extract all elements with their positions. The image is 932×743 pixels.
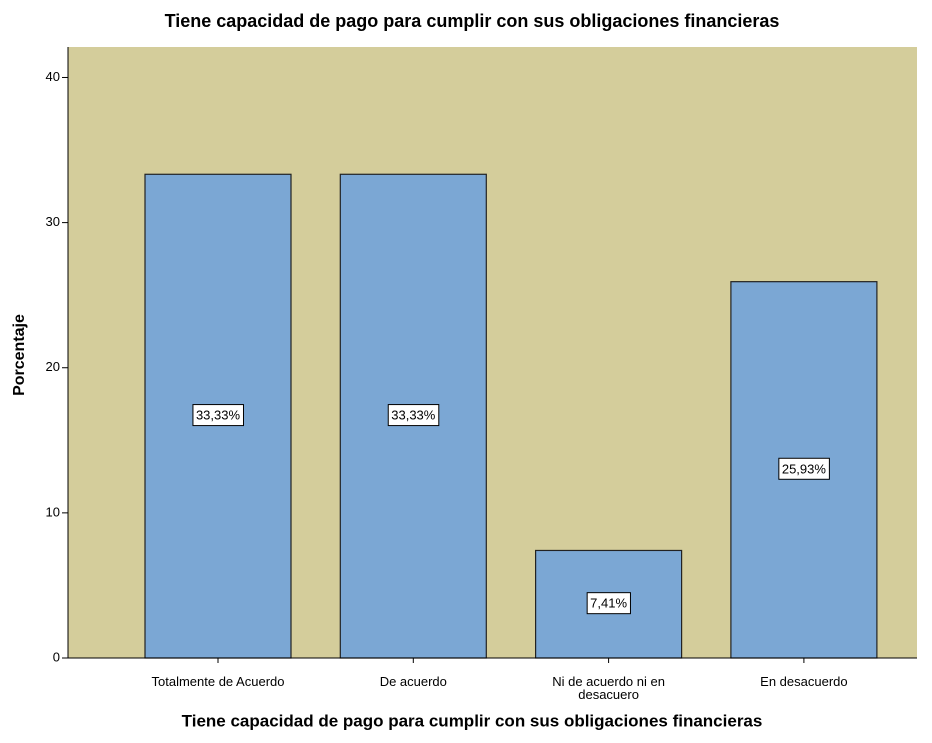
x-tick-label: En desacuerdo — [760, 674, 848, 689]
y-axis-title: Porcentaje — [11, 314, 28, 396]
data-label-box — [778, 457, 830, 480]
data-label: 25,93% — [782, 461, 827, 476]
y-tick-label: 30 — [46, 214, 60, 229]
y-tick-label: 40 — [46, 69, 60, 84]
data-label-box — [387, 404, 440, 427]
chart-title: Tiene capacidad de pago para cumplir con… — [165, 11, 780, 31]
y-tick-label: 20 — [46, 359, 60, 374]
x-tick-label: De acuerdo — [379, 674, 447, 689]
x-axis-title: Tiene capacidad de pago para cumplir con… — [182, 711, 763, 730]
data-label-box — [586, 592, 631, 615]
data-label: 33,33% — [391, 408, 436, 423]
data-label: 7,41% — [590, 596, 627, 611]
y-tick-label: 0 — [53, 649, 60, 664]
data-label-box — [192, 404, 244, 427]
x-tick-label: Totalmente de Acuerdo — [151, 674, 285, 689]
x-tick-label: Ni de acuerdo ni en desacuero — [552, 674, 665, 702]
data-label: 33,33% — [196, 408, 241, 423]
y-tick-label: 10 — [46, 504, 60, 519]
